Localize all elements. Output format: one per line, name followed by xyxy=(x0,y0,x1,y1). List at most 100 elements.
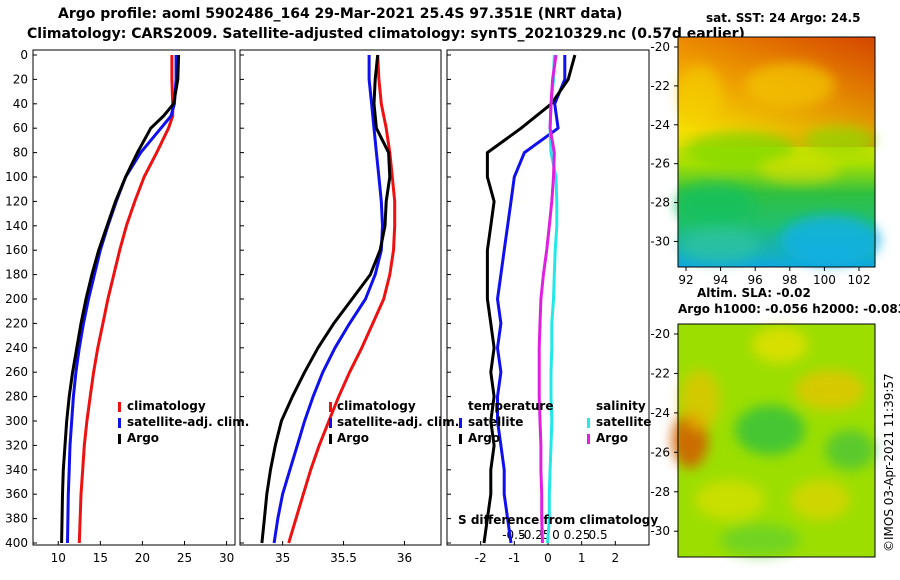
y-tick-label: 240 xyxy=(5,341,28,355)
legend-label-argo: Argo xyxy=(127,431,159,445)
secondary-x-tick-label: 0.25 xyxy=(564,528,591,542)
legend-label-climatology: climatology xyxy=(337,399,416,413)
legend-swatch-climatology xyxy=(118,402,121,412)
x-tick-label: 15 xyxy=(93,551,108,565)
y-tick-label: 380 xyxy=(5,512,28,526)
lon-tick-label: 94 xyxy=(713,273,728,287)
series-line-climatology xyxy=(77,55,175,544)
lat-tick-label: -20 xyxy=(650,40,670,54)
legend-title-salinity: salinity xyxy=(596,399,646,413)
temperature-legend: climatology satellite-adj. clim. Argo xyxy=(118,399,249,445)
sla-map-axes: -20 -22 -24 -26 -28 -30 xyxy=(650,327,678,538)
lon-tick-label: 100 xyxy=(813,273,836,287)
lat-tick-label: -30 xyxy=(650,524,670,538)
legend-label-sal-satellite: satellite xyxy=(596,415,651,429)
salinity-panel-frame xyxy=(239,49,442,546)
series-line-argo xyxy=(60,54,181,544)
lon-tick-label: 96 xyxy=(748,273,763,287)
y-tick-label: 220 xyxy=(5,316,28,330)
x-tick-label: 36 xyxy=(397,551,412,565)
series-line-temperature-satellite xyxy=(496,55,567,544)
sst-map: sat. SST: 24 Argo: 24.5 -20-22-24-26-28-… xyxy=(650,11,880,287)
y-tick-label: 0 xyxy=(20,48,28,62)
y-tick-label: 40 xyxy=(13,97,28,111)
lat-tick-label: -28 xyxy=(650,485,670,499)
x-tick-label: -1 xyxy=(508,551,520,565)
series-line-argo xyxy=(260,54,392,544)
y-tick-label: 320 xyxy=(5,438,28,452)
lon-tick-label: 92 xyxy=(678,273,693,287)
y-tick-label: 200 xyxy=(5,292,28,306)
legend-swatch-argo xyxy=(118,434,121,444)
y-tick-label: 340 xyxy=(5,463,28,477)
salinity-legend: climatology satellite-adj. clim. Argo xyxy=(329,399,459,445)
temperature-panel-frame xyxy=(32,49,236,546)
sla-map-frame xyxy=(677,323,876,558)
title-line-1: Argo profile: aoml 5902486_164 29-Mar-20… xyxy=(58,6,623,22)
x-tick-label: 30 xyxy=(219,551,234,565)
x-tick-label: 0 xyxy=(544,551,552,565)
x-tick-label: 25 xyxy=(177,551,192,565)
x-tick-label: 35.5 xyxy=(330,551,357,565)
y-tick-label: 180 xyxy=(5,268,28,282)
x-tick-label: -2 xyxy=(475,551,487,565)
legend-label-climatology: climatology xyxy=(127,399,206,413)
sst-map-axes: -20 -22 -24 -26 -28 -30 92 94 96 98 100 102 xyxy=(650,40,870,287)
y-tick-label: 60 xyxy=(13,121,28,135)
legend-label-satellite-adj: satellite-adj. clim. xyxy=(337,415,459,429)
series-line-salinity-argo xyxy=(537,54,558,544)
secondary-axis-label: S difference from climatology xyxy=(458,513,658,527)
lat-tick-label: -30 xyxy=(650,234,670,248)
lat-tick-label: -26 xyxy=(650,445,670,459)
lat-tick-label: -24 xyxy=(650,118,670,132)
credit-text: ©IMOS 03-Apr-2021 11:39:57 xyxy=(882,373,896,552)
series-line-satellite-adj-clim- xyxy=(66,55,178,544)
difference-plot: -2 -1 0 1 2-0.5-0.25 0 0.250.5 xyxy=(447,54,620,565)
x-tick-label: 10 xyxy=(51,551,66,565)
difference-legend: temperature satellite Argo salinity sate… xyxy=(458,399,658,527)
legend-label-argo: Argo xyxy=(337,431,369,445)
legend-label-sal-argo: Argo xyxy=(596,431,628,445)
lat-tick-label: -22 xyxy=(650,366,670,380)
legend-swatch-temp-satellite xyxy=(459,418,462,428)
series-line-satellite-adj-clim- xyxy=(272,55,384,544)
sla-map-title-1: Altim. SLA: -0.02 xyxy=(697,286,811,300)
y-tick-label: 400 xyxy=(5,536,28,550)
legend-swatch-satellite-adj xyxy=(329,418,332,428)
lat-tick-label: -22 xyxy=(650,79,670,93)
lat-tick-label: -28 xyxy=(650,196,670,210)
legend-label-satellite-adj: satellite-adj. clim. xyxy=(127,415,249,429)
lat-tick-label: -26 xyxy=(650,157,670,171)
legend-swatch-temp-argo xyxy=(459,434,462,444)
secondary-x-tick-label: -0.25 xyxy=(519,528,550,542)
temperature-plot: 0 20 40 60 80 100 120 140 160 180 200 220 240 260 280 3… xyxy=(5,48,234,565)
y-tick-label: 140 xyxy=(5,219,28,233)
sla-map: Altim. SLA: -0.02 Argo h1000: -0.056 h20… xyxy=(650,286,900,558)
sla-map-features xyxy=(672,327,875,556)
y-tick-label: 260 xyxy=(5,365,28,379)
difference-panel-frame xyxy=(446,49,650,546)
y-tick-label: 360 xyxy=(5,487,28,501)
y-tick-label: 120 xyxy=(5,194,28,208)
legend-swatch-satellite-adj xyxy=(118,418,121,428)
series-line-climatology xyxy=(287,54,397,544)
legend-label-temp-satellite: satellite xyxy=(468,415,523,429)
title-line-2: Climatology: CARS2009. Satellite-adjuste… xyxy=(27,26,745,42)
legend-swatch-climatology xyxy=(329,402,332,412)
series-line-temperature-argo xyxy=(482,54,577,544)
lon-tick-label: 98 xyxy=(782,273,797,287)
y-tick-label: 100 xyxy=(5,170,28,184)
legend-label-temp-argo: Argo xyxy=(468,431,500,445)
x-tick-label: 2 xyxy=(612,551,620,565)
legend-swatch-sal-argo xyxy=(587,434,590,444)
x-tick-label: 1 xyxy=(578,551,586,565)
y-tick-label: 280 xyxy=(5,390,28,404)
y-tick-label: 160 xyxy=(5,243,28,257)
lon-tick-label: 102 xyxy=(848,273,871,287)
y-tick-label: 300 xyxy=(5,414,28,428)
y-tick-label: 20 xyxy=(13,72,28,86)
legend-swatch-argo xyxy=(329,434,332,444)
sst-map-features xyxy=(675,63,880,265)
x-tick-label: 35 xyxy=(275,551,290,565)
